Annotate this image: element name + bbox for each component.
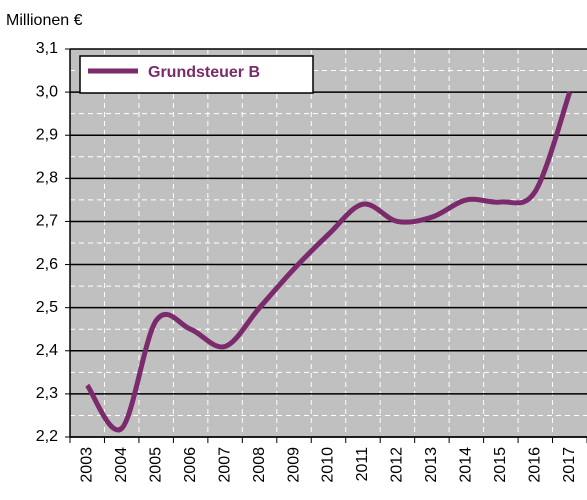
legend: Grundsteuer B xyxy=(79,55,314,94)
y-tick-label: 3,1 xyxy=(36,40,58,57)
x-tick-label: 2005 xyxy=(147,447,164,483)
x-tick-label: 2006 xyxy=(182,447,199,483)
y-tick-label: 2,4 xyxy=(36,342,58,359)
x-tick-label: 2011 xyxy=(354,447,371,482)
x-tick-label: 2010 xyxy=(320,447,337,483)
x-tick-label: 2013 xyxy=(423,447,440,483)
y-tick-label: 3,0 xyxy=(36,83,58,100)
y-tick-label: 2,7 xyxy=(36,213,58,230)
y-tick-label: 2,8 xyxy=(36,170,58,187)
x-tick-label: 2014 xyxy=(458,447,475,483)
legend-box xyxy=(79,55,314,94)
legend-label: Grundsteuer B xyxy=(148,64,260,81)
plot-area xyxy=(70,49,587,437)
x-tick-label: 2003 xyxy=(78,447,95,483)
x-tick-label: 2004 xyxy=(113,447,130,483)
x-tick-label: 2012 xyxy=(389,447,406,483)
x-tick-label: 2007 xyxy=(216,447,233,483)
y-tick-label: 2,5 xyxy=(36,299,58,316)
x-tick-label: 2016 xyxy=(527,447,544,483)
y-tick-label: 2,6 xyxy=(36,256,58,273)
y-tick-label: 2,2 xyxy=(36,428,58,445)
y-tick-label: 2,9 xyxy=(36,126,58,143)
y-tick-label: 2,3 xyxy=(36,385,58,402)
x-tick-label: 2015 xyxy=(492,447,509,483)
x-tick-label: 2009 xyxy=(285,447,302,483)
x-tick-label: 2017 xyxy=(561,447,578,483)
x-tick-label: 2008 xyxy=(251,447,268,483)
series-line xyxy=(85,91,573,433)
y-axis-label: Millionen € xyxy=(6,12,83,29)
